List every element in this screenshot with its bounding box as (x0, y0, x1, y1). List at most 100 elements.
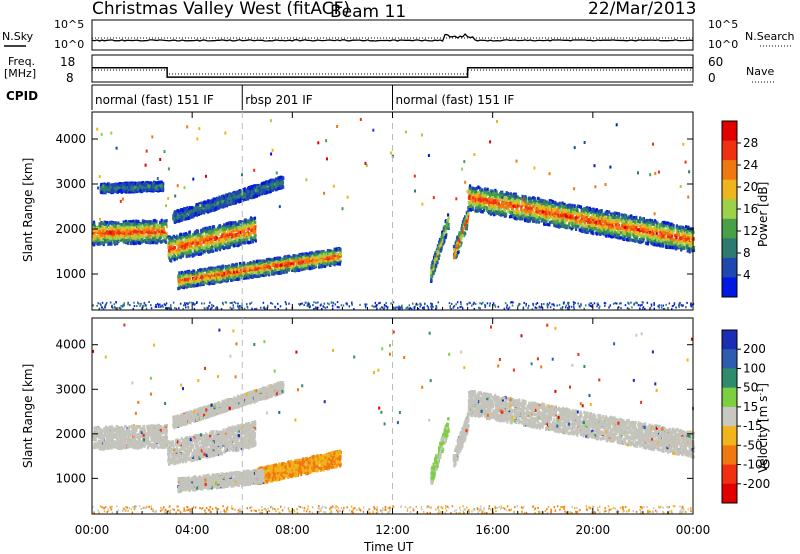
clutter-cell (163, 303, 166, 306)
scatter-cell (209, 230, 212, 234)
scatter-cell (199, 246, 203, 250)
scatter-cell (320, 259, 323, 263)
scatter-cell (195, 284, 198, 288)
scatter-cell (221, 197, 225, 201)
clutter-cell (307, 303, 309, 306)
cpid-segment-label: normal (fast) 151 IF (95, 93, 214, 107)
scatter-cell (188, 206, 191, 210)
clutter-cell (229, 302, 232, 304)
scatter-cell (216, 243, 219, 247)
scatter-cell (170, 244, 173, 248)
clutter-cell (313, 301, 315, 304)
scatter-cell (220, 266, 224, 270)
scatter-cell (243, 225, 246, 229)
clutter-cell (593, 302, 596, 305)
scatter-cell (206, 249, 210, 253)
scatter-cell (119, 234, 123, 238)
clutter-cell (324, 307, 327, 310)
scatter-cell (203, 280, 206, 284)
scatter-cell (222, 226, 225, 231)
scatter-cell (223, 236, 226, 240)
scatter-cell (160, 223, 164, 227)
scatter-cell (265, 271, 268, 275)
scatter-cell (178, 286, 181, 290)
scatter-cell (163, 222, 166, 226)
clutter-cell (240, 306, 243, 309)
clutter-cell (262, 301, 265, 304)
scatter-cell (218, 279, 221, 283)
scatter-cell (237, 273, 240, 277)
scatter-cell (231, 269, 234, 273)
clutter-cell (206, 307, 209, 310)
clutter-cell (96, 304, 98, 307)
scatter-cell (162, 227, 165, 231)
scatter-cell (188, 271, 191, 275)
scatter-cell (246, 275, 249, 279)
clutter-cell (196, 301, 198, 304)
scatter-cell (274, 259, 277, 263)
clutter-cell (484, 306, 486, 309)
scatter-cell (108, 226, 111, 230)
scatter-cell (270, 270, 274, 275)
clutter-cell (412, 302, 414, 305)
scatter-cell (221, 194, 224, 199)
scatter-cell (226, 246, 229, 250)
clutter-cell (535, 303, 538, 306)
scatter-cell (209, 235, 213, 239)
scatter-cell (256, 187, 259, 191)
clutter-cell (512, 301, 514, 304)
scatter-cell (224, 197, 227, 201)
clutter-cell (312, 304, 314, 307)
scatter-cell (157, 232, 160, 236)
scatter-cell (126, 225, 129, 229)
clutter-cell (459, 306, 461, 309)
scatter-cell (125, 235, 128, 239)
scatter-cell (218, 277, 221, 281)
scatter-cell (231, 278, 234, 282)
scatter-cell (219, 245, 222, 249)
clutter-cell (159, 303, 161, 306)
scatter-cell (247, 262, 250, 266)
scatter-cell (236, 244, 239, 248)
scatter-cell (181, 252, 184, 256)
clutter-cell (92, 304, 94, 307)
scatter-cell (332, 261, 335, 265)
scatter-cell (276, 187, 279, 191)
scatter-cell (267, 260, 270, 264)
clutter-cell (138, 302, 140, 305)
scatter-cell (185, 235, 188, 239)
scatter-cell (212, 198, 215, 202)
clutter-cell (518, 304, 520, 307)
scatter-cell (258, 264, 261, 268)
scatter-cell (210, 240, 213, 244)
scatter-cell (238, 241, 241, 245)
scatter-cell (239, 269, 242, 273)
scatter-cell (214, 205, 218, 209)
scatter-cell (118, 236, 121, 240)
clutter-cell (260, 306, 262, 309)
clutter-cell (401, 307, 404, 310)
clutter-cell (150, 307, 153, 310)
clutter-cell (553, 308, 555, 311)
scatter-cell (220, 200, 223, 204)
scatter-cell (317, 255, 320, 259)
scatter-cell (266, 181, 269, 185)
scatter-cell (263, 181, 266, 185)
scatter-cell (266, 268, 269, 272)
scatter-cell (140, 230, 143, 234)
scatter-cell (153, 224, 156, 228)
radar-title: Christmas Valley West (fitACF) (92, 0, 350, 19)
scatter-cell (189, 270, 192, 274)
scatter-cell (244, 219, 247, 223)
clutter-cell (671, 308, 673, 311)
scatter-cell (202, 269, 205, 273)
scatter-cell (178, 248, 181, 252)
scatter-cell (154, 225, 157, 229)
scatter-cell (114, 221, 117, 225)
scatter-cell (336, 262, 339, 266)
scatter-cell (269, 186, 272, 190)
scatter-cell (197, 212, 200, 216)
scatter-cell (187, 216, 190, 220)
scatter-cell (130, 220, 133, 224)
